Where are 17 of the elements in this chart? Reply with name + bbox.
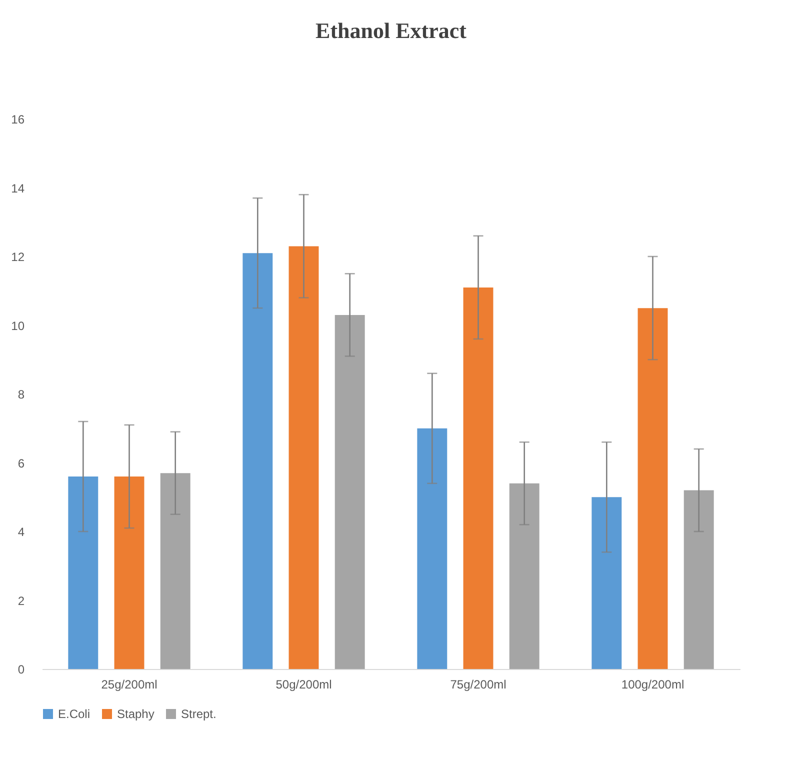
y-tick-label: 12 xyxy=(11,250,25,264)
y-tick-label: 10 xyxy=(11,318,25,333)
legend-label: Strept. xyxy=(181,707,216,721)
legend-label: E.Coli xyxy=(58,707,90,721)
x-tick-label: 50g/200ml xyxy=(276,678,332,692)
x-tick-label: 25g/200ml xyxy=(101,678,158,692)
y-tick-label: 2 xyxy=(18,594,25,608)
x-tick-label: 75g/200ml xyxy=(450,678,506,692)
y-tick-label: 14 xyxy=(11,181,25,196)
legend-label: Staphy xyxy=(117,707,154,721)
y-tick-label: 6 xyxy=(18,456,25,470)
x-tick-label: 100g/200ml xyxy=(621,678,684,692)
y-tick-label: 0 xyxy=(18,662,25,676)
y-tick-label: 4 xyxy=(18,525,25,539)
chart-title: Ethanol Extract xyxy=(316,18,468,43)
y-tick-label: 16 xyxy=(11,112,25,126)
y-tick-label: 8 xyxy=(18,388,25,402)
